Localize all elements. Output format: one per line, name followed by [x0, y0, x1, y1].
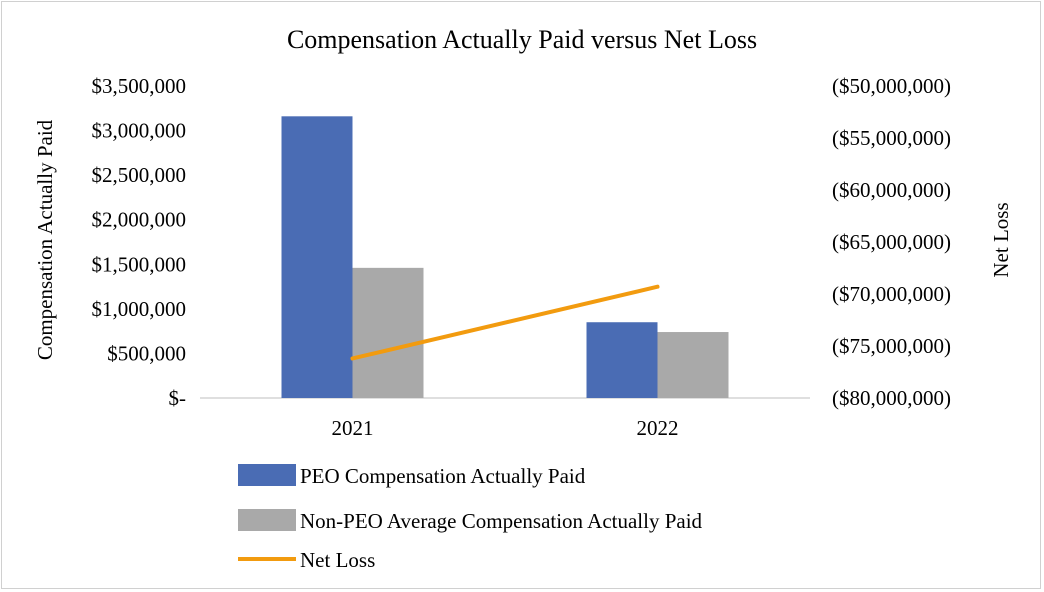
right-tick-label: ($75,000,000) [832, 334, 951, 358]
bar-peo-2022 [586, 322, 658, 398]
left-tick-label: $3,000,000 [92, 119, 187, 143]
right-axis-ticks: ($50,000,000) ($55,000,000) ($60,000,000) (… [832, 74, 951, 410]
legend-label-peo: PEO Compensation Actually Paid [300, 464, 586, 488]
left-tick-label: $1,500,000 [92, 252, 187, 276]
right-tick-label: ($70,000,000) [832, 282, 951, 306]
legend-swatch-non-peo [238, 509, 296, 531]
left-axis-ticks: $3,500,000 $3,000,000 $2,500,000 $2,000,000… [92, 74, 187, 410]
x-tick-label: 2022 [637, 416, 679, 440]
right-axis-title: Net Loss [989, 202, 1013, 277]
x-tick-label: 2021 [332, 416, 374, 440]
chart-title: Compensation Actually Paid versus Net Lo… [287, 25, 757, 54]
left-tick-label: $- [169, 386, 187, 410]
left-tick-label: $3,500,000 [92, 74, 187, 98]
right-tick-label: ($60,000,000) [832, 178, 951, 202]
bars [281, 116, 729, 399]
net-loss-line [350, 284, 660, 361]
legend: PEO Compensation Actually Paid Non-PEO A… [238, 464, 703, 572]
left-tick-label: $1,000,000 [92, 297, 187, 321]
left-tick-label: $500,000 [107, 341, 186, 365]
bar-non-peo-2022 [657, 332, 729, 398]
right-tick-label: ($80,000,000) [832, 386, 951, 410]
legend-swatch-peo [238, 464, 296, 486]
left-tick-label: $2,000,000 [92, 208, 187, 232]
right-tick-label: ($65,000,000) [832, 230, 951, 254]
bar-peo-2021 [281, 116, 353, 399]
legend-label-non-peo: Non-PEO Average Compensation Actually Pa… [300, 509, 703, 533]
legend-label-net-loss: Net Loss [300, 548, 375, 572]
x-axis-ticks: 2021 2022 [332, 416, 679, 440]
left-axis-title: Compensation Actually Paid [33, 119, 57, 360]
net-loss-line-layer [350, 284, 660, 361]
right-tick-label: ($50,000,000) [832, 74, 951, 98]
bar-non-peo-2021 [352, 267, 424, 398]
left-tick-label: $2,500,000 [92, 163, 187, 187]
right-tick-label: ($55,000,000) [832, 126, 951, 150]
